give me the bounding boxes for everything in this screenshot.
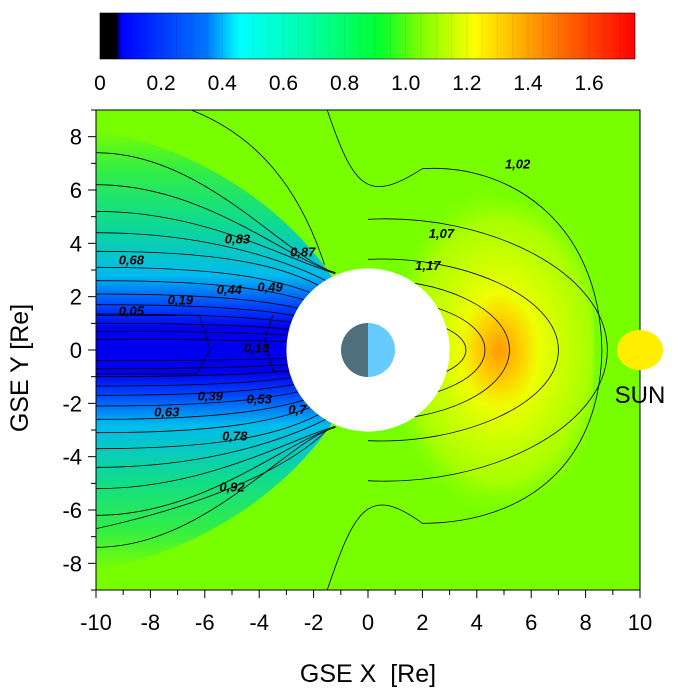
x-tick-label: 8 <box>579 610 591 635</box>
y-tick-label: -6 <box>62 498 82 523</box>
y-axis-title: GSE Y [Re] <box>6 304 34 432</box>
colorbar-tick-label: 0.2 <box>147 72 176 95</box>
y-axis-ticks: -8 -6 -4 -2 0 2 4 6 8 <box>62 109 96 591</box>
earth-night-side <box>341 323 368 377</box>
colorbar-tick-label: 1.4 <box>513 72 543 95</box>
dayside-region <box>368 187 595 514</box>
colorbar-labels: 0 0.2 0.4 0.6 0.8 1.0 1.2 1.4 1.6 <box>94 72 604 95</box>
contour-label: 0,92 <box>219 479 245 494</box>
contour-labels: 1,02 1,07 1,17 0,83 0,87 0,68 0,44 0,49 0,19 0,05… <box>119 157 531 495</box>
x-axis-title: GSE X [Re] <box>300 660 436 688</box>
earth-day-side <box>368 323 395 377</box>
contour-label: 0,7 <box>288 402 307 417</box>
colorbar-frame <box>99 12 636 60</box>
contour-line <box>96 210 336 490</box>
y-tick-label: 0 <box>70 338 82 363</box>
x-tick-label: 6 <box>525 610 537 635</box>
y-tick-label: 6 <box>70 178 82 203</box>
contour-line <box>191 110 325 265</box>
colorbar-tick-label: 1.0 <box>391 72 420 95</box>
contour-line <box>96 184 336 516</box>
contour-line <box>367 258 559 442</box>
x-tick-label: -6 <box>195 610 215 635</box>
colorbar-gradient <box>100 13 635 59</box>
earth-icon <box>341 323 395 377</box>
contour-label: 0,19 <box>168 293 194 308</box>
colorbar-tick-label: 0.8 <box>330 72 359 95</box>
contour-line <box>96 429 328 530</box>
contour-line <box>96 314 211 375</box>
sun-label: SUN <box>615 382 666 409</box>
y-tick-label: 4 <box>70 231 82 256</box>
x-tick-label: 4 <box>471 610 483 635</box>
x-tick-label: 2 <box>416 610 428 635</box>
y-tick-label: 2 <box>70 285 82 310</box>
contour-label: 0,10 <box>244 341 270 356</box>
colorbar-tick-label: 0 <box>94 72 106 95</box>
x-tick-label: -8 <box>141 610 161 635</box>
contour-line <box>326 110 603 590</box>
colorbar-ticks <box>99 12 636 60</box>
contour-line <box>96 152 336 548</box>
y-tick-label: -2 <box>62 391 82 416</box>
y-tick-label: 8 <box>70 125 82 150</box>
sun-icon <box>617 330 663 370</box>
x-tick-label: 0 <box>362 610 374 635</box>
contour-line <box>96 232 336 468</box>
contour-label: 1,17 <box>415 258 441 273</box>
contour-label: 0,87 <box>290 245 316 260</box>
contour-label: 0,68 <box>119 253 145 268</box>
x-tick-label: -10 <box>80 610 112 635</box>
colorbar: 0 0.2 0.4 0.6 0.8 1.0 1.2 1.4 1.6 <box>94 12 636 95</box>
contour-label: 0,49 <box>257 279 283 294</box>
colorbar-tick-label: 0.4 <box>208 72 238 95</box>
contour-label: 0,63 <box>154 405 180 420</box>
plot-area <box>96 110 640 590</box>
contour-line <box>367 218 608 482</box>
contour-line <box>96 250 336 450</box>
contour-label: 0,05 <box>119 303 145 318</box>
x-tick-label: -4 <box>249 610 269 635</box>
contour-label: 1,02 <box>505 157 531 172</box>
wake-region <box>96 130 340 570</box>
contour-line <box>367 280 510 420</box>
contour-line <box>264 315 300 372</box>
contour-label: 0,44 <box>217 282 243 297</box>
contour-label: 0,78 <box>222 429 248 444</box>
contour-label: 0,39 <box>198 389 224 404</box>
contour-label: 1,07 <box>429 226 455 241</box>
contour-label: 0,83 <box>225 231 251 246</box>
colorbar-tick-label: 1.2 <box>452 72 481 95</box>
y-tick-label: -4 <box>62 445 82 470</box>
x-axis-ticks: -10 -8 -6 -4 -2 0 2 4 6 8 10 <box>80 590 652 635</box>
contour-label: 0,53 <box>247 391 273 406</box>
y-tick-label: -8 <box>62 551 82 576</box>
colorbar-tick-label: 0.6 <box>269 72 298 95</box>
x-tick-label: -2 <box>304 610 324 635</box>
colorbar-tick-label: 1.6 <box>575 72 604 95</box>
x-tick-label: 10 <box>628 610 652 635</box>
